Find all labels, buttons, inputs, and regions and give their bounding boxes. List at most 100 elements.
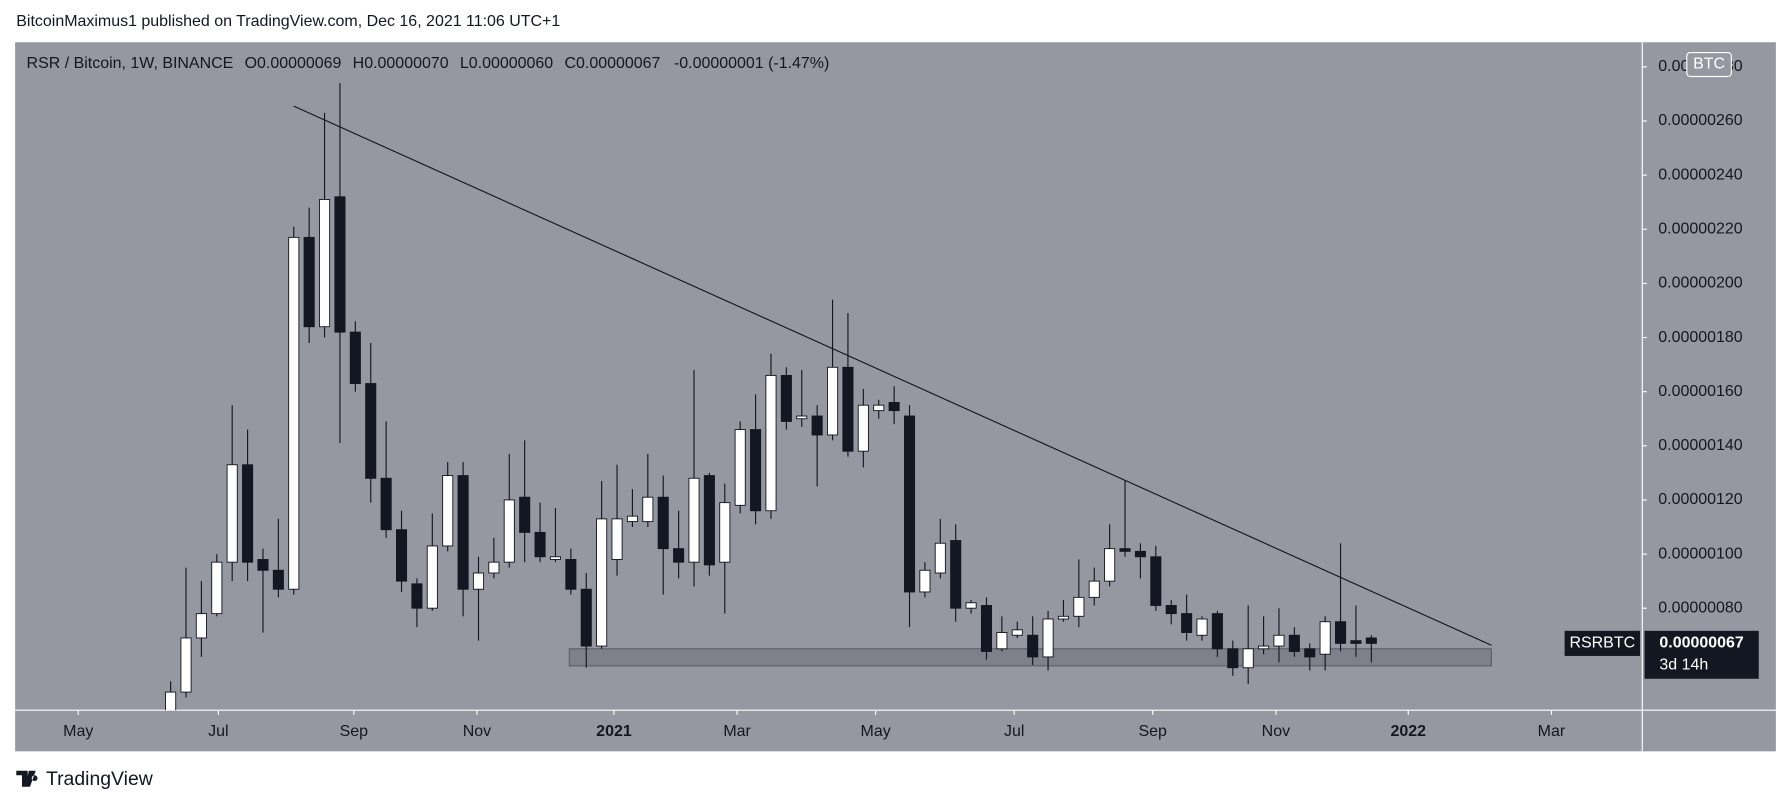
candle-body	[750, 429, 762, 512]
candle-body	[242, 464, 254, 563]
legend-key: L	[460, 55, 469, 72]
legend-key: H	[353, 55, 365, 72]
candle-body	[1057, 615, 1069, 620]
candle-body	[503, 499, 515, 563]
candle-body	[380, 477, 392, 531]
y-tick-label: 0.00000120	[1658, 491, 1742, 508]
symbol-label: RSRBTC	[1569, 635, 1635, 652]
candle-body	[996, 632, 1008, 650]
overlay: 0.00000080 0.00000100 0.00000120 0.00000140…	[63, 51, 1759, 740]
candle-body	[549, 556, 561, 560]
candle-body	[180, 637, 192, 693]
candle-body	[1134, 550, 1146, 558]
candle-body	[1335, 621, 1347, 644]
candle-body	[1042, 618, 1054, 658]
price-badge	[1644, 630, 1759, 679]
candle-body	[319, 199, 331, 328]
x-tick-label: Nov	[463, 723, 491, 740]
candle-body	[1196, 618, 1208, 636]
candle-body	[1227, 648, 1239, 669]
candle-body	[1350, 640, 1362, 644]
candle-body	[365, 383, 377, 479]
candle-body	[303, 236, 315, 328]
candle-body	[257, 559, 269, 571]
candle-body	[442, 475, 454, 547]
candle-body	[1181, 613, 1193, 634]
y-tick-label: 0.00000220	[1658, 220, 1742, 237]
x-tick-label: Nov	[1262, 723, 1290, 740]
symbol-badge	[1564, 630, 1640, 656]
candle-body	[411, 583, 423, 609]
candle-body	[1119, 548, 1131, 552]
candle-body	[395, 529, 408, 582]
currency-badge	[1686, 51, 1732, 78]
y-tick-label: 0.00000160	[1658, 383, 1742, 400]
candle-body	[657, 496, 669, 550]
candle-body	[842, 366, 854, 452]
x-tick-label: Mar	[1538, 723, 1566, 740]
candle-body	[903, 415, 916, 593]
candle-body	[980, 605, 993, 652]
x-tick-label: 2022	[1391, 723, 1427, 740]
candle-body	[796, 415, 808, 420]
candle-body	[1088, 580, 1100, 598]
candle-body	[488, 561, 500, 574]
candle-body	[934, 542, 946, 574]
candle-body	[888, 402, 900, 412]
y-tick-label: 0.00000240	[1658, 166, 1742, 183]
y-tick-label: 0.00000180	[1658, 329, 1742, 346]
trendline	[293, 105, 1492, 646]
candle-body	[457, 475, 469, 590]
candle-body	[950, 540, 962, 609]
candle-body	[919, 569, 931, 593]
candle-body	[349, 331, 361, 385]
candle-body	[1011, 629, 1023, 636]
candle-body	[165, 691, 177, 711]
candle-body	[626, 515, 638, 523]
candle-body	[780, 374, 792, 422]
candle-body	[1304, 648, 1316, 658]
author-line: BitcoinMaximus1 published on TradingView…	[16, 13, 560, 30]
candle-body	[195, 613, 207, 639]
chart-frame	[15, 42, 1776, 752]
candle-body	[857, 404, 869, 452]
candle-body	[1165, 605, 1177, 615]
candle-body	[472, 572, 485, 590]
y-tick-label: 0.00000200	[1658, 275, 1742, 292]
candle-body	[703, 475, 715, 566]
currency-label: BTC	[1693, 56, 1725, 73]
legend-value: 0.00000067	[576, 55, 660, 72]
candle-body	[1150, 556, 1162, 606]
candle-body	[765, 374, 777, 512]
candle-body	[1365, 637, 1377, 644]
chart-title: RSR / Bitcoin, 1W, BINANCE	[27, 55, 234, 72]
candle-body	[580, 588, 592, 647]
x-tick-label: Sep	[340, 723, 369, 740]
footer: TradingView	[16, 768, 154, 790]
x-tick-label: May	[63, 723, 93, 740]
candle-body	[642, 496, 654, 523]
legend-value: 0.00000070	[364, 55, 448, 72]
candle-body	[1288, 634, 1300, 652]
candle-body	[811, 415, 823, 436]
candle-body	[519, 496, 531, 533]
x-tick-label: Mar	[723, 723, 751, 740]
legend-value: 0.00000069	[257, 55, 341, 72]
brand-name: TradingView	[46, 768, 154, 790]
candle-body	[1242, 648, 1254, 669]
candle-body	[272, 569, 284, 590]
countdown-label: 3d 14h	[1659, 656, 1708, 673]
candle-body	[673, 548, 685, 563]
legend-value: 0.00000060	[469, 55, 553, 72]
candle-body	[719, 502, 731, 563]
candle-body	[1027, 634, 1039, 658]
candle-body	[1273, 634, 1285, 647]
legend-key: O	[245, 55, 257, 72]
candle-body	[1319, 621, 1331, 655]
x-tick-label: May	[861, 723, 891, 740]
legend-change: -0.00000001 (-1.47%)	[674, 55, 829, 72]
candle-body	[426, 545, 438, 609]
brand-logo	[16, 770, 38, 787]
